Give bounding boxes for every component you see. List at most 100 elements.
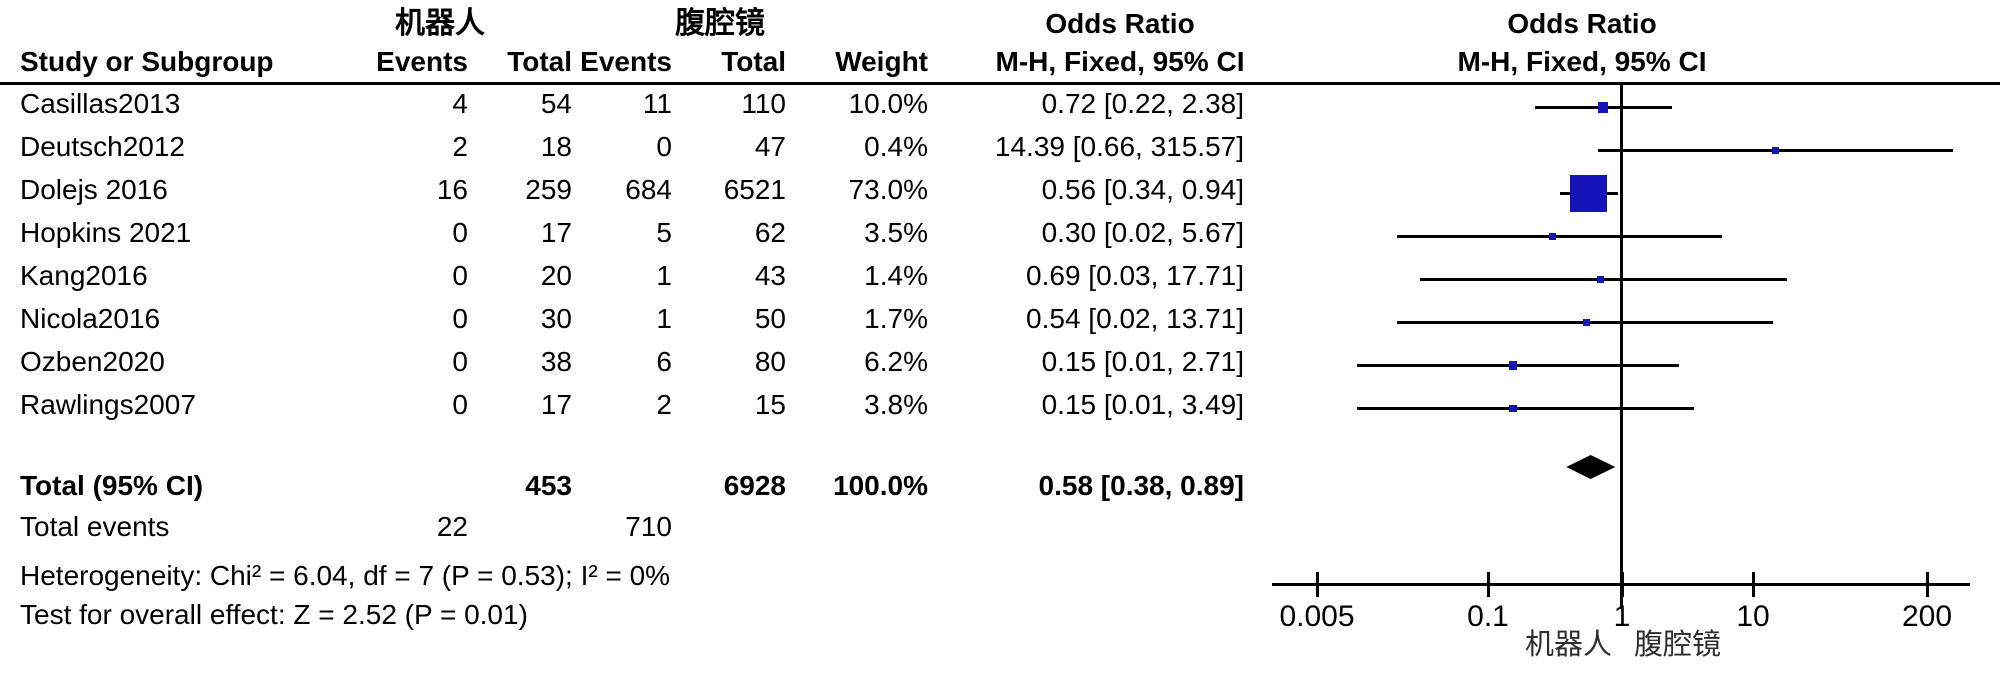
- events2-value: 2: [656, 389, 672, 420]
- weight-value: 0.4%: [864, 131, 928, 162]
- study-name: Kang2016: [20, 260, 148, 291]
- study-name: Nicola2016: [20, 303, 161, 334]
- overall-effect-text: Test for overall effect: Z = 2.52 (P = 0…: [20, 599, 528, 630]
- header-divider-line: [0, 82, 2000, 85]
- weight-sum: 100.0%: [833, 470, 928, 501]
- group1-header: 机器人: [395, 7, 485, 40]
- favours-right-label: 腹腔镜: [1634, 629, 1722, 661]
- column-header-row: Study or Subgroup Events Total Events To…: [0, 44, 2000, 87]
- or-point-marker: [1583, 319, 1590, 326]
- table-row: Deutsch2012 2 18 0 47 0.4% 14.39 [0.66, …: [0, 129, 2000, 172]
- axis-tick: [1752, 572, 1755, 597]
- table-row: Casillas2013 4 54 11 110 10.0% 0.72 [0.2…: [0, 86, 2000, 129]
- null-effect-line: [1620, 85, 1623, 609]
- total1-value: 18: [540, 131, 572, 162]
- study-name: Hopkins 2021: [20, 217, 192, 248]
- or-ci-value: 0.56 [0.34, 0.94]: [1041, 174, 1244, 205]
- or-ci-value: 0.30 [0.02, 5.67]: [1041, 217, 1244, 248]
- favours-left-label: 机器人: [1524, 629, 1612, 661]
- total1-value: 54: [540, 88, 572, 119]
- events2-column-header: Events: [580, 46, 672, 77]
- events1-value: 2: [452, 131, 468, 162]
- axis-tick-label: 0.1: [1467, 600, 1509, 633]
- table-row: Hopkins 2021 0 17 5 62 3.5% 0.30 [0.02, …: [0, 215, 2000, 258]
- events1-column-header: Events: [376, 46, 468, 77]
- axis-tick: [1316, 572, 1319, 597]
- total2-value: 50: [754, 303, 786, 334]
- or-point-marker: [1548, 232, 1557, 241]
- events1-value: 0: [452, 217, 468, 248]
- total2-value: 43: [754, 260, 786, 291]
- events1-value: 0: [452, 303, 468, 334]
- total1-value: 20: [540, 260, 572, 291]
- total2-value: 80: [754, 346, 786, 377]
- total2-value: 15: [754, 389, 786, 420]
- events1-value: 4: [452, 88, 468, 119]
- weight-column-header: Weight: [835, 46, 928, 77]
- table-row: Kang2016 0 20 1 43 1.4% 0.69 [0.03, 17.7…: [0, 258, 2000, 301]
- or-point-marker: [1509, 404, 1517, 413]
- events1-value: 0: [452, 389, 468, 420]
- total1-column-header: Total: [507, 46, 572, 77]
- axis-tick: [1621, 572, 1624, 597]
- total2-column-header: Total: [721, 46, 786, 77]
- total1-value: 259: [525, 174, 572, 205]
- or-point-marker: [1772, 147, 1779, 154]
- events1-value: 0: [452, 260, 468, 291]
- events2-value: 1: [656, 303, 672, 334]
- plot-method-header: M-H, Fixed, 95% CI: [1457, 46, 1707, 77]
- study-name: Deutsch2012: [20, 131, 186, 162]
- total-events2: 710: [625, 511, 672, 542]
- total2-value: 6521: [723, 174, 786, 205]
- or-point-marker: [1597, 276, 1604, 283]
- weight-value: 3.8%: [864, 389, 928, 420]
- or-point-marker: [1597, 102, 1609, 113]
- events1-value: 0: [452, 346, 468, 377]
- or-point-marker: [1570, 175, 1607, 212]
- or-method-header: M-H, Fixed, 95% CI: [995, 46, 1245, 77]
- odds-ratio-plot-title: Odds Ratio: [1507, 8, 1657, 39]
- axis-tick-label: 1: [1613, 600, 1631, 633]
- weight-value: 6.2%: [864, 346, 928, 377]
- or-ci-value: 0.69 [0.03, 17.71]: [1026, 260, 1244, 291]
- weight-value: 3.5%: [864, 217, 928, 248]
- or-ci-value: 0.72 [0.22, 2.38]: [1041, 88, 1244, 119]
- events2-value: 6: [656, 346, 672, 377]
- table-row: Dolejs 2016 16 259 684 6521 73.0% 0.56 […: [0, 172, 2000, 215]
- weight-value: 1.4%: [864, 260, 928, 291]
- axis-tick: [1926, 572, 1929, 597]
- weight-value: 1.7%: [864, 303, 928, 334]
- ci-line: [1357, 364, 1680, 367]
- weight-value: 73.0%: [848, 174, 928, 205]
- total1-value: 30: [540, 303, 572, 334]
- total-events1: 22: [436, 511, 468, 542]
- total1-sum: 453: [525, 470, 572, 501]
- total-row: Total (95% CI) 453 6928 100.0% 0.58 [0.3…: [0, 468, 2000, 511]
- study-name: Ozben2020: [20, 346, 165, 377]
- or-point-marker: [1508, 361, 1518, 370]
- total1-value: 38: [540, 346, 572, 377]
- total-events-row: Total events 22 710: [0, 509, 2000, 552]
- total-label: Total (95% CI): [20, 470, 204, 501]
- total-events-label: Total events: [20, 511, 170, 542]
- or-ci-value: 0.15 [0.01, 3.49]: [1041, 389, 1244, 420]
- axis-tick-label: 200: [1901, 600, 1953, 633]
- pooled-or-ci: 0.58 [0.38, 0.89]: [1038, 470, 1244, 501]
- or-ci-value: 0.15 [0.01, 2.71]: [1041, 346, 1244, 377]
- ci-line: [1396, 235, 1722, 238]
- weight-value: 10.0%: [848, 88, 928, 119]
- study-column-header: Study or Subgroup: [20, 46, 274, 77]
- events2-value: 684: [625, 174, 672, 205]
- heterogeneity-text: Heterogeneity: Chi² = 6.04, df = 7 (P = …: [20, 560, 671, 591]
- study-name: Rawlings2007: [20, 389, 196, 420]
- study-name: Casillas2013: [20, 88, 181, 119]
- total2-value: 62: [754, 217, 786, 248]
- axis-tick-label: 0.005: [1279, 600, 1355, 633]
- axis-tick-label: 10: [1736, 600, 1770, 633]
- total2-sum: 6928: [723, 470, 786, 501]
- events1-value: 16: [436, 174, 468, 205]
- total1-value: 17: [540, 217, 572, 248]
- study-name: Dolejs 2016: [20, 174, 168, 205]
- ci-line: [1357, 407, 1694, 410]
